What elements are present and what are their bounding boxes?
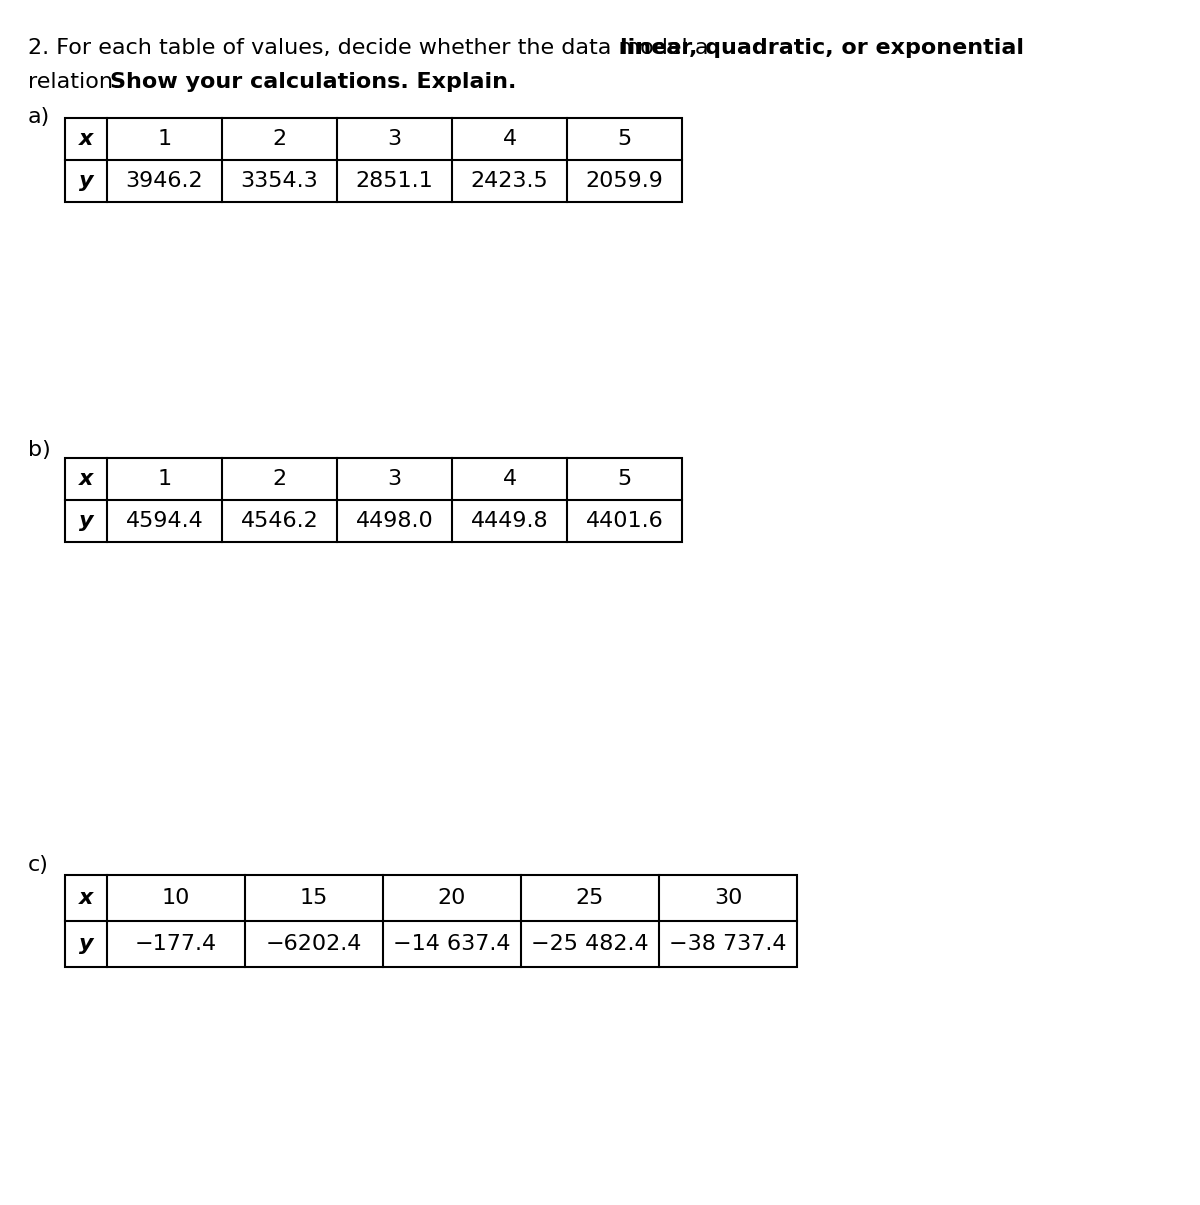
Text: c): c): [28, 856, 49, 875]
Bar: [65, 875, 797, 966]
Text: 3354.3: 3354.3: [241, 171, 318, 192]
Text: 4401.6: 4401.6: [586, 511, 664, 531]
Text: a): a): [28, 107, 50, 127]
Bar: [65, 458, 682, 542]
Text: 5: 5: [617, 129, 631, 149]
Text: b): b): [28, 440, 50, 460]
Text: 25: 25: [576, 888, 604, 909]
Text: 1: 1: [157, 469, 172, 489]
Text: 4: 4: [503, 469, 516, 489]
Text: 10: 10: [162, 888, 190, 909]
Text: 2: 2: [272, 129, 287, 149]
Text: 2423.5: 2423.5: [470, 171, 548, 192]
Text: 30: 30: [714, 888, 742, 909]
Text: relation.: relation.: [28, 72, 127, 92]
Text: y: y: [79, 934, 94, 954]
Text: 20: 20: [438, 888, 466, 909]
Text: x: x: [79, 888, 94, 909]
Text: x: x: [79, 129, 94, 149]
Text: 2851.1: 2851.1: [355, 171, 433, 192]
Text: −38 737.4: −38 737.4: [670, 934, 787, 954]
Text: 2: 2: [272, 469, 287, 489]
Text: Show your calculations. Explain.: Show your calculations. Explain.: [110, 72, 516, 92]
Text: −25 482.4: −25 482.4: [532, 934, 649, 954]
Text: 3: 3: [388, 129, 402, 149]
Text: 3946.2: 3946.2: [126, 171, 203, 192]
Text: 4: 4: [503, 129, 516, 149]
Text: 1: 1: [157, 129, 172, 149]
Text: −14 637.4: −14 637.4: [394, 934, 511, 954]
Text: 4498.0: 4498.0: [355, 511, 433, 531]
Text: 2. For each table of values, decide whether the data model a: 2. For each table of values, decide whet…: [28, 39, 715, 58]
Text: −177.4: −177.4: [134, 934, 217, 954]
Bar: [65, 118, 682, 202]
Text: linear, quadratic, or exponential: linear, quadratic, or exponential: [620, 39, 1024, 58]
Text: y: y: [79, 171, 94, 192]
Text: 2059.9: 2059.9: [586, 171, 664, 192]
Text: 5: 5: [617, 469, 631, 489]
Text: 4449.8: 4449.8: [470, 511, 548, 531]
Text: y: y: [79, 511, 94, 531]
Text: −6202.4: −6202.4: [266, 934, 362, 954]
Text: 4594.4: 4594.4: [126, 511, 203, 531]
Text: x: x: [79, 469, 94, 489]
Text: 3: 3: [388, 469, 402, 489]
Text: 4546.2: 4546.2: [241, 511, 318, 531]
Text: 15: 15: [300, 888, 328, 909]
